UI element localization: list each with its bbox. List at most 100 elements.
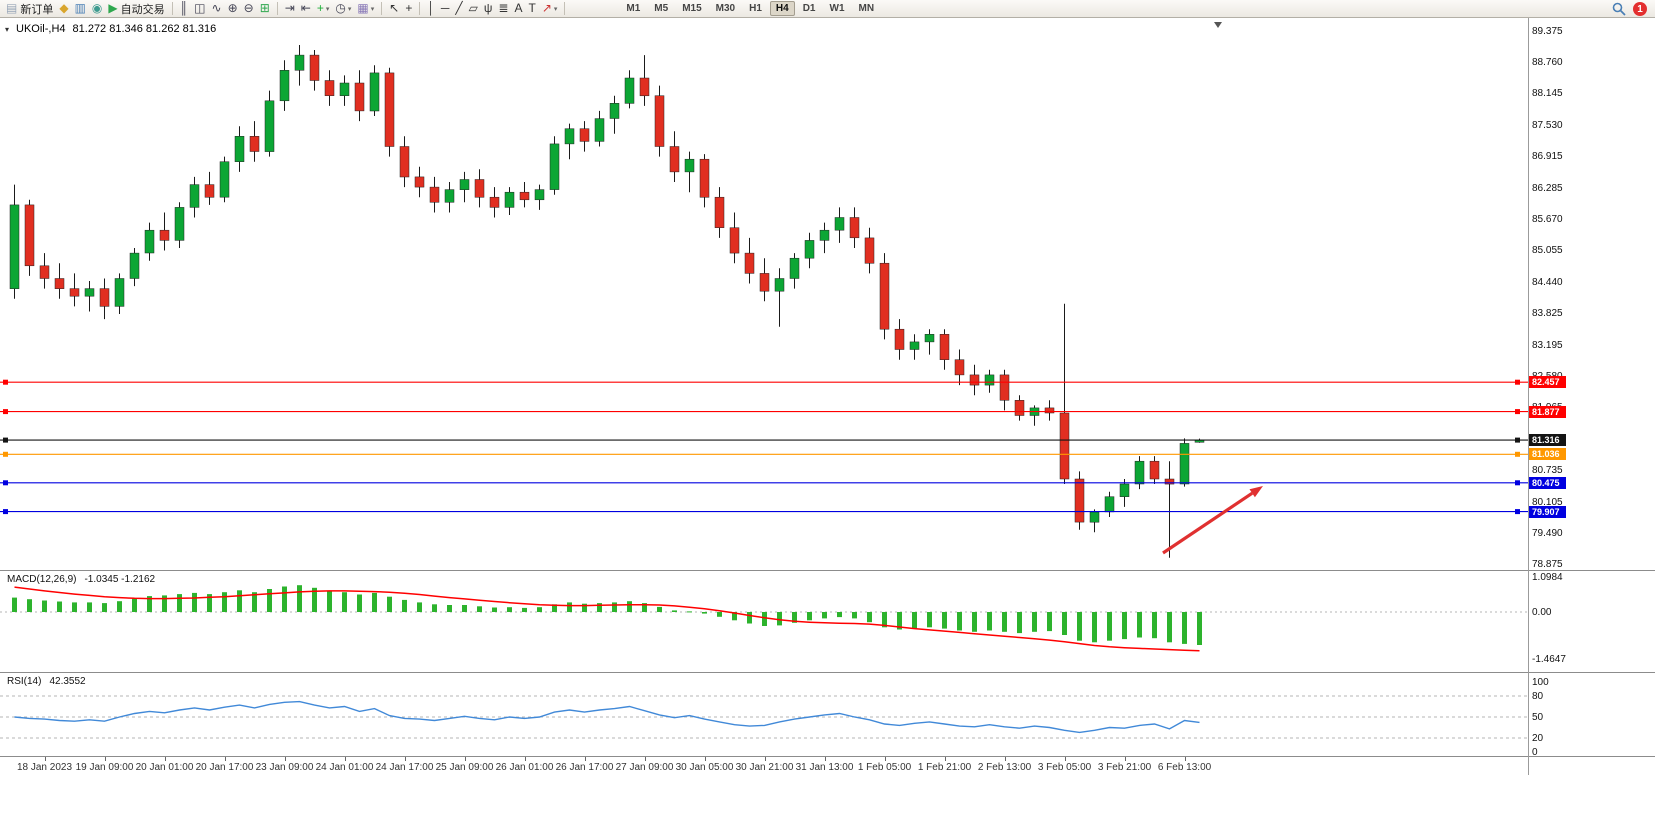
chart-shift-button[interactable]: ⇤ [298,1,314,17]
timeframe-toolbar: M1 M5 M15 M30 H1 H4 D1 W1 MN [619,1,881,16]
line-handle[interactable] [1515,480,1520,486]
candle-body [894,328,905,350]
symbol-menu-icon[interactable]: ▾ [5,24,10,34]
toolbar-separator [419,2,421,15]
time-axis-label: 20 Jan 17:00 [195,762,254,773]
fibonacci-button[interactable]: ≣ [495,1,511,17]
arrows-button[interactable]: ↗ ▾ [539,1,561,17]
line-handle[interactable] [3,379,8,385]
macd-histogram-bar [432,604,437,612]
auto-trading-button[interactable]: ▶ 自动交易 [105,1,167,17]
timeframe-m15[interactable]: M15 [682,3,702,14]
candle-body [789,257,800,279]
macd-histogram-bar [282,586,287,612]
candle-body [159,229,170,241]
indicators-button[interactable]: + ▾ [314,1,333,17]
macd-indicator-pane[interactable] [0,571,1528,672]
candle-body [1149,460,1160,480]
candle-body [9,204,20,289]
line-handle[interactable] [1515,379,1520,385]
trend-arrow[interactable] [1162,491,1254,555]
timeframe-m5[interactable]: M5 [654,3,669,14]
candle-body [834,217,845,231]
chart-shift-marker[interactable] [1214,22,1222,28]
candle-body [189,184,200,208]
macd-histogram-bar [357,594,362,612]
bar-chart-button[interactable]: ║ [177,1,192,17]
cursor-button[interactable]: ↖ [386,1,402,17]
timeframe-d1[interactable]: D1 [802,3,816,14]
macd-histogram-bar [1092,612,1097,643]
price-axis-label: 86.285 [1532,183,1563,194]
community-button[interactable]: ◉ [89,1,105,17]
line-handle[interactable] [3,409,8,415]
macd-histogram-bar [237,590,242,612]
timeframe-w1[interactable]: W1 [829,3,845,14]
new-order-button[interactable]: ▤ 新订单 [3,1,56,17]
periods-button[interactable]: ◷ ▾ [332,1,354,17]
timeframe-h4[interactable]: H4 [769,1,795,16]
line-handle[interactable] [3,480,8,486]
line-handle[interactable] [1515,451,1520,457]
main-toolbar: ▤ 新订单 ◆ ▥ ◉ ▶ 自动交易 ║ ◫ ∿ ⊕ ⊖ ⊞ ⇥ ⇤ + ▾ ◷ ▾ ▦ ▾ ↖ + │ ─ ╱ ▱ ψ ≣ A T ↗ ▾ M… [0,0,1655,18]
line-chart-button[interactable]: ∿ [209,1,225,17]
rsi-line [14,700,1200,734]
candle-chart-button[interactable]: ◫ [191,1,208,17]
macd-histogram-bar [117,601,122,612]
pitchfork-button[interactable]: ψ [481,1,496,17]
line-handle[interactable] [1515,409,1520,415]
candle-body [429,186,440,203]
price-chart-pane[interactable] [0,18,1528,570]
mql-market-button[interactable]: ◆ [56,1,71,17]
macd-histogram-bar [192,592,197,612]
timeframe-h1[interactable]: H1 [749,3,762,14]
horizontal-line-button[interactable]: ─ [438,1,453,17]
zoom-in-button[interactable]: ⊕ [225,1,241,17]
time-axis[interactable]: 18 Jan 2023 19 Jan 09:00 20 Jan 01:00 20 Ja… [0,757,1528,775]
macd-histogram-bar [417,602,422,612]
crosshair-button[interactable]: + [402,1,415,17]
candle-body [519,191,530,201]
vertical-line-button[interactable]: │ [424,1,438,17]
line-handle[interactable] [3,437,8,443]
caret-down-icon: ▾ [347,5,352,13]
pane-separator[interactable] [0,756,1655,757]
tile-windows-button[interactable]: ⊞ [257,1,273,17]
price-scale[interactable]: 89.375 88.760 88.145 87.530 86.915 86.285 85.6… [0,18,1655,775]
macd-histogram-bar [912,612,917,629]
macd-histogram-bar [627,601,632,612]
candle-body [84,288,95,297]
search-icon[interactable] [1612,2,1626,16]
trendline-button[interactable]: ╱ [452,1,465,17]
line-handle[interactable] [3,451,8,457]
timeframe-m30[interactable]: M30 [715,3,736,14]
text-button[interactable]: A [511,1,525,17]
community-icon: ◉ [91,1,103,15]
caret-down-icon: ▾ [370,5,375,13]
time-axis-label: 27 Jan 09:00 [615,762,674,773]
charts-profile-button[interactable]: ▥ [72,1,89,17]
timeframe-m1[interactable]: M1 [626,3,641,14]
notification-badge[interactable]: 1 [1633,2,1647,16]
time-axis-label: 24 Jan 01:00 [315,762,374,773]
pane-separator[interactable] [0,672,1655,673]
line-handle[interactable] [3,509,8,515]
timeframe-mn[interactable]: MN [858,3,875,14]
toolbar-separator [564,2,566,15]
price-axis-label: 83.825 [1532,308,1563,319]
rsi-indicator-pane[interactable] [0,673,1528,756]
templates-button[interactable]: ▦ ▾ [354,1,377,17]
zoom-out-button[interactable]: ⊖ [241,1,257,17]
channel-button[interactable]: ▱ [466,1,481,17]
text-label-button[interactable]: T [525,1,538,17]
line-handle[interactable] [1515,509,1520,515]
macd-histogram-bar [1152,612,1157,639]
candle-body [879,262,890,330]
macd-histogram-bar [147,596,152,612]
pane-separator[interactable] [0,570,1655,571]
crosshair-icon: + [405,1,413,15]
auto-scroll-button[interactable]: ⇥ [282,1,298,17]
macd-histogram-bar [582,603,587,612]
candlestick-icon: ◫ [194,1,206,15]
line-handle[interactable] [1515,437,1520,443]
